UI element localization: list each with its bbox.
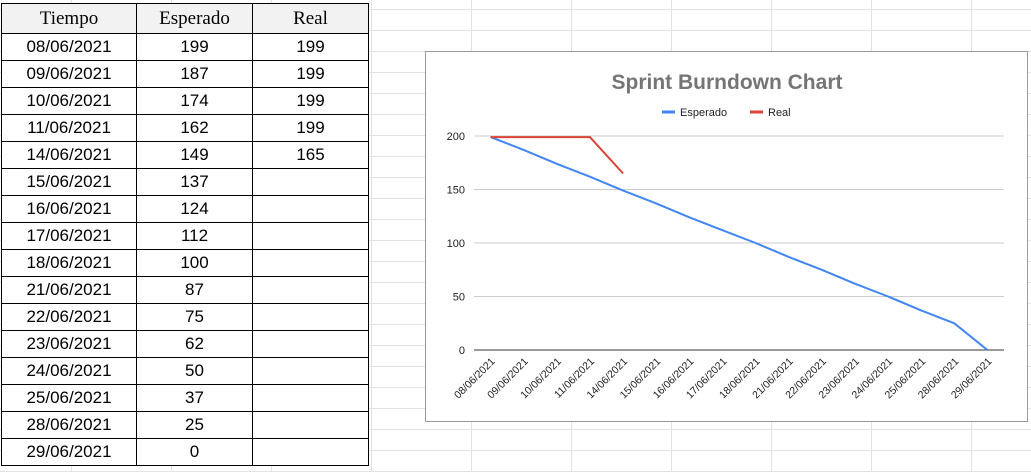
cell-real[interactable]: 165 bbox=[252, 141, 369, 169]
cell-esperado[interactable]: 75 bbox=[136, 303, 253, 331]
cell-tiempo[interactable]: 24/06/2021 bbox=[1, 357, 137, 385]
cell-tiempo[interactable]: 21/06/2021 bbox=[1, 276, 137, 304]
cell-tiempo[interactable]: 15/06/2021 bbox=[1, 168, 137, 196]
y-tick-label: 100 bbox=[447, 238, 465, 250]
cell-esperado[interactable]: 100 bbox=[136, 249, 253, 277]
cell-esperado[interactable]: 37 bbox=[136, 384, 253, 412]
table-row: 28/06/2021 25 bbox=[1, 411, 369, 439]
cell-tiempo[interactable]: 28/06/2021 bbox=[1, 411, 137, 439]
header-esperado[interactable]: Esperado bbox=[136, 3, 253, 34]
legend-label-real: Real bbox=[768, 107, 791, 119]
cell-tiempo[interactable]: 25/06/2021 bbox=[1, 384, 137, 412]
cell-real[interactable] bbox=[252, 276, 369, 304]
cell-esperado[interactable]: 0 bbox=[136, 438, 253, 466]
cell-real[interactable] bbox=[252, 411, 369, 439]
data-table: Tiempo Esperado Real 08/06/2021 199 199 09/… bbox=[1, 3, 369, 466]
y-axis-ticks: 0 50 100 150 200 bbox=[447, 131, 465, 357]
table-row: 17/06/2021 112 bbox=[1, 222, 369, 250]
cell-real[interactable] bbox=[252, 438, 369, 466]
cell-esperado[interactable]: 87 bbox=[136, 276, 253, 304]
legend-label-esperado: Esperado bbox=[680, 107, 727, 119]
cell-esperado[interactable]: 50 bbox=[136, 357, 253, 385]
table-row: 22/06/2021 75 bbox=[1, 303, 369, 331]
table-row: 10/06/2021 174 199 bbox=[1, 87, 369, 115]
table-body: 08/06/2021 199 199 09/06/2021 187 199 10/06/20… bbox=[1, 33, 369, 466]
cell-real[interactable]: 199 bbox=[252, 87, 369, 115]
cell-esperado[interactable]: 62 bbox=[136, 330, 253, 358]
cell-tiempo[interactable]: 22/06/2021 bbox=[1, 303, 137, 331]
cell-tiempo[interactable]: 09/06/2021 bbox=[1, 60, 137, 88]
cell-real[interactable] bbox=[252, 303, 369, 331]
header-real[interactable]: Real bbox=[252, 3, 369, 34]
cell-esperado[interactable]: 199 bbox=[136, 33, 253, 61]
cell-esperado[interactable]: 25 bbox=[136, 411, 253, 439]
y-tick-label: 0 bbox=[459, 345, 465, 357]
cell-tiempo[interactable]: 16/06/2021 bbox=[1, 195, 137, 223]
table-row: 09/06/2021 187 199 bbox=[1, 60, 369, 88]
cell-tiempo[interactable]: 29/06/2021 bbox=[1, 438, 137, 466]
cell-real[interactable] bbox=[252, 222, 369, 250]
y-tick-label: 150 bbox=[447, 185, 465, 197]
cell-esperado[interactable]: 162 bbox=[136, 114, 253, 142]
x-axis-ticks: 08/06/202109/06/202110/06/202111/06/2021… bbox=[452, 356, 995, 402]
table-row: 14/06/2021 149 165 bbox=[1, 141, 369, 169]
chart-series bbox=[490, 136, 989, 351]
cell-real[interactable] bbox=[252, 384, 369, 412]
chart-title: Sprint Burndown Chart bbox=[612, 71, 843, 94]
chart-svg: Sprint Burndown Chart Esperado Real 0 50 10… bbox=[447, 71, 1004, 402]
cell-tiempo[interactable]: 17/06/2021 bbox=[1, 222, 137, 250]
table-row: 15/06/2021 137 bbox=[1, 168, 369, 196]
cell-tiempo[interactable]: 18/06/2021 bbox=[1, 249, 137, 277]
table-row: 11/06/2021 162 199 bbox=[1, 114, 369, 142]
table-row: 29/06/2021 0 bbox=[1, 438, 369, 466]
series-line-esperado bbox=[490, 136, 989, 351]
cell-real[interactable] bbox=[252, 330, 369, 358]
y-tick-label: 50 bbox=[453, 292, 465, 304]
table-row: 08/06/2021 199 199 bbox=[1, 33, 369, 61]
table-row: 23/06/2021 62 bbox=[1, 330, 369, 358]
cell-tiempo[interactable]: 11/06/2021 bbox=[1, 114, 137, 142]
cell-real[interactable]: 199 bbox=[252, 33, 369, 61]
cell-real[interactable] bbox=[252, 195, 369, 223]
table-row: 18/06/2021 100 bbox=[1, 249, 369, 277]
table-row: 16/06/2021 124 bbox=[1, 195, 369, 223]
header-tiempo[interactable]: Tiempo bbox=[1, 3, 137, 34]
cell-real[interactable] bbox=[252, 249, 369, 277]
cell-esperado[interactable]: 174 bbox=[136, 87, 253, 115]
cell-esperado[interactable]: 149 bbox=[136, 141, 253, 169]
cell-esperado[interactable]: 137 bbox=[136, 168, 253, 196]
cell-esperado[interactable]: 124 bbox=[136, 195, 253, 223]
cell-real[interactable]: 199 bbox=[252, 60, 369, 88]
cell-real[interactable] bbox=[252, 168, 369, 196]
table-row: 21/06/2021 87 bbox=[1, 276, 369, 304]
cell-esperado[interactable]: 187 bbox=[136, 60, 253, 88]
y-tick-label: 200 bbox=[447, 131, 465, 143]
burndown-chart[interactable]: Sprint Burndown Chart Esperado Real 0 50 10… bbox=[425, 51, 1028, 422]
cell-tiempo[interactable]: 14/06/2021 bbox=[1, 141, 137, 169]
table-row: 25/06/2021 37 bbox=[1, 384, 369, 412]
chart-gridlines bbox=[474, 135, 1004, 351]
cell-real[interactable]: 199 bbox=[252, 114, 369, 142]
series-line-real bbox=[490, 136, 624, 175]
cell-tiempo[interactable]: 08/06/2021 bbox=[1, 33, 137, 61]
cell-tiempo[interactable]: 23/06/2021 bbox=[1, 330, 137, 358]
cell-real[interactable] bbox=[252, 357, 369, 385]
chart-legend: Esperado Real bbox=[662, 107, 791, 119]
table-row: 24/06/2021 50 bbox=[1, 357, 369, 385]
cell-tiempo[interactable]: 10/06/2021 bbox=[1, 87, 137, 115]
cell-esperado[interactable]: 112 bbox=[136, 222, 253, 250]
table-header-row: Tiempo Esperado Real bbox=[1, 3, 369, 34]
